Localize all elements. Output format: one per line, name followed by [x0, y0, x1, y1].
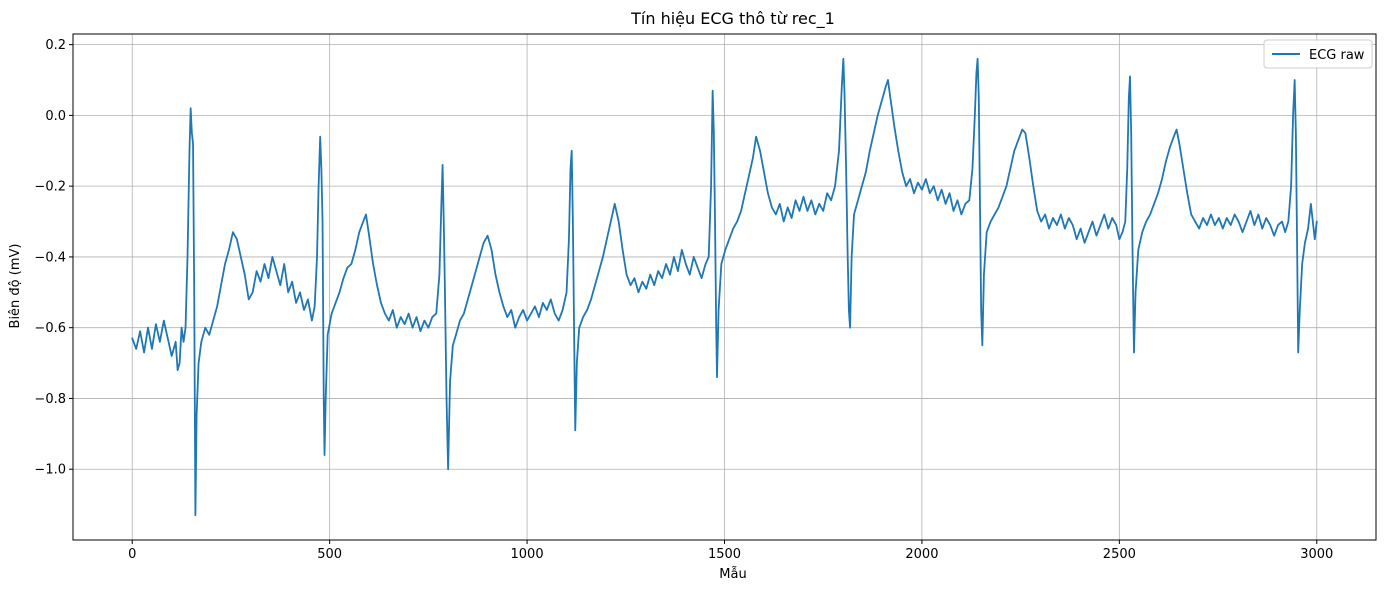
legend: ECG raw — [1263, 39, 1373, 69]
x-tick-label: 3000 — [1300, 547, 1333, 562]
x-axis-label: Mẫu — [719, 567, 746, 582]
y-tick-label: −0.8 — [34, 392, 66, 407]
grid — [73, 34, 1376, 540]
x-tick-label: 0 — [128, 547, 136, 562]
y-tick-label: 0.2 — [45, 38, 66, 53]
y-tick-label: −0.4 — [34, 250, 66, 265]
plot-area — [131, 57, 1318, 517]
x-tick-label: 2000 — [905, 547, 938, 562]
x-axis-ticks: 0 500 1000 1500 2000 2500 3000 — [128, 540, 1333, 562]
legend-box — [1263, 39, 1373, 69]
y-tick-label: −0.2 — [34, 180, 66, 195]
x-tick-label: 500 — [317, 547, 342, 562]
y-tick-label: −0.6 — [34, 321, 66, 336]
x-tick-label: 1000 — [511, 547, 544, 562]
x-tick-label: 1500 — [708, 547, 741, 562]
y-axis-ticks: −1.0 −0.8 −0.6 −0.4 −0.2 0.0 0.2 — [34, 38, 73, 478]
y-tick-label: −1.0 — [34, 463, 66, 478]
series-line-ecg-raw — [131, 57, 1318, 517]
x-tick-label: 2500 — [1103, 547, 1136, 562]
chart-title: Tín hiệu ECG thô từ rec_1 — [630, 9, 835, 29]
y-axis-label: Biên độ (mV) — [8, 244, 23, 329]
legend-label-ecg-raw: ECG raw — [1309, 48, 1365, 63]
y-tick-label: 0.0 — [45, 109, 66, 124]
